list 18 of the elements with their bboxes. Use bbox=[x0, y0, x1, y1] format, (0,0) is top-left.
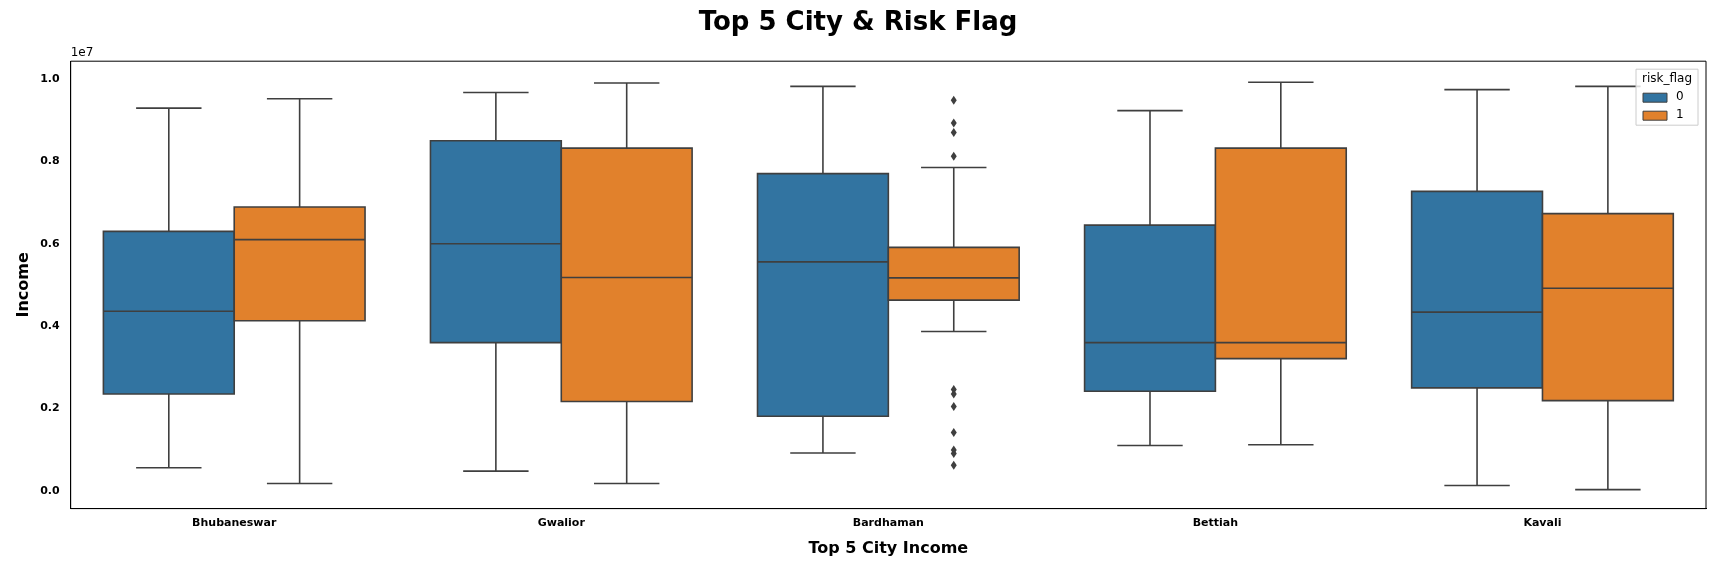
x-axis-title: Top 5 City Income bbox=[808, 537, 969, 557]
x-tick-label: Bardhaman bbox=[852, 516, 924, 530]
y-tick-label: 0.6 bbox=[40, 236, 61, 250]
chart-title: Top 5 City & Risk Flag bbox=[698, 6, 1018, 37]
legend-label: 0 bbox=[1676, 89, 1684, 104]
y-tick-label: 0.8 bbox=[40, 154, 60, 168]
y-axis-title: Income bbox=[12, 252, 32, 318]
y-tick-label: 0.2 bbox=[40, 401, 60, 415]
x-tick-label: Bhubaneswar bbox=[192, 516, 277, 530]
x-tick-label: Bettiah bbox=[1192, 516, 1239, 530]
y-tick-label: 1.0 bbox=[40, 71, 61, 85]
text: 1e7 bbox=[70, 45, 94, 60]
x-tick-label: Gwalior bbox=[537, 516, 586, 530]
legend-label: 1 bbox=[1676, 107, 1684, 122]
x-tick-label: Kavali bbox=[1523, 516, 1562, 530]
y-tick-label: 0.4 bbox=[40, 318, 61, 332]
legend-title: risk_flag bbox=[1642, 71, 1692, 86]
y-tick-label: 0.0 bbox=[40, 483, 61, 497]
